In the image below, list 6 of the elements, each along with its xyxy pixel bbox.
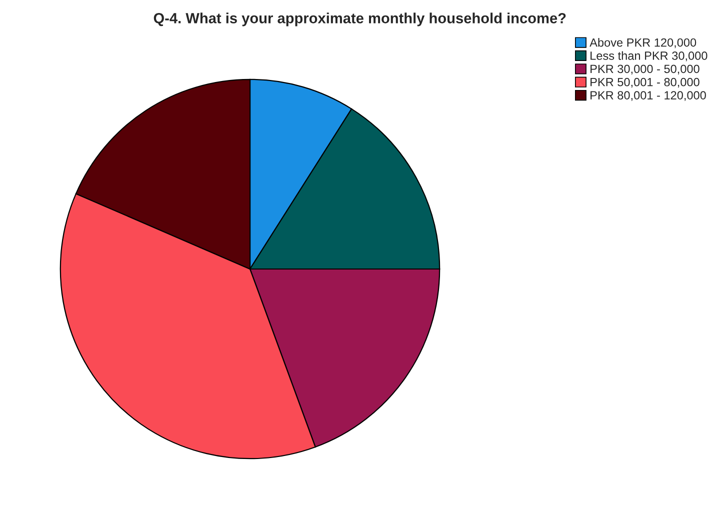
chart-title: Q-4. What is your approximate monthly household income?	[154, 12, 566, 26]
legend-label: Less than PKR 30,000	[590, 51, 708, 62]
legend-label: PKR 30,000 - 50,000	[590, 64, 700, 74]
legend-label: Above PKR 120,000	[590, 38, 696, 48]
legend-label: PKR 50,001 - 80,000	[590, 78, 700, 88]
legend-label: PKR 80,001 - 120,000	[590, 91, 706, 101]
